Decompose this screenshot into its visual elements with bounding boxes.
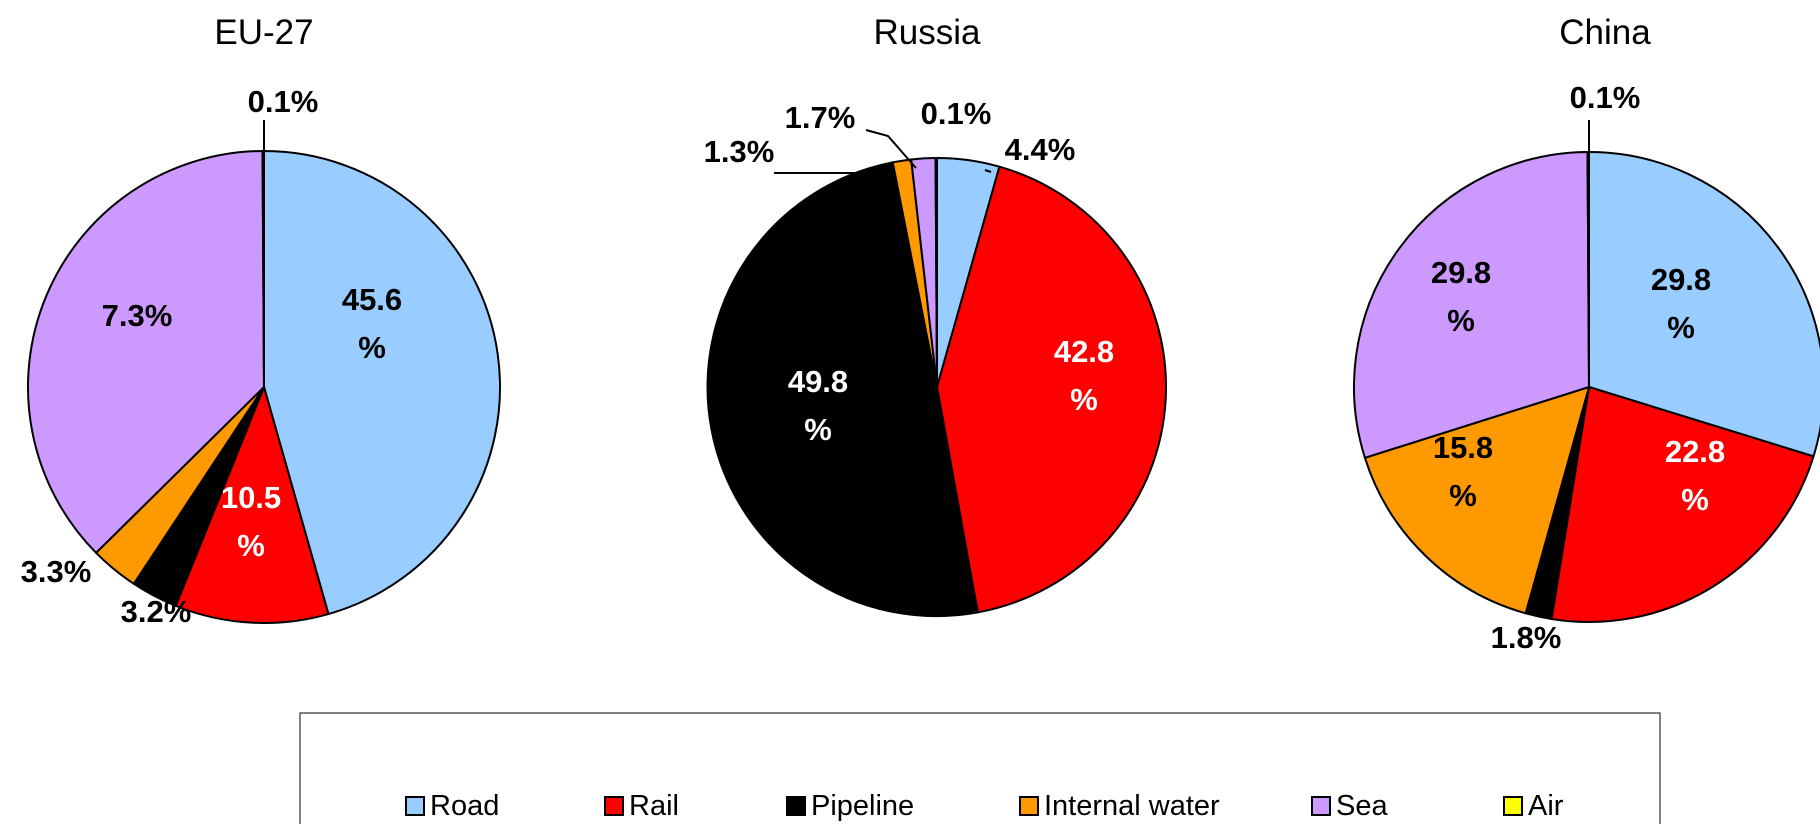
leader-line-russia-0 bbox=[984, 169, 992, 173]
pie-title-china: China bbox=[1559, 13, 1651, 52]
pie-title-russia: Russia bbox=[874, 13, 982, 52]
data-label-eu-27-road: 45.6% bbox=[342, 282, 402, 365]
slice-china-rail bbox=[1550, 386, 1815, 624]
data-label-china-internal-water: 15.8% bbox=[1433, 430, 1493, 513]
data-label-china-air: 0.1% bbox=[1570, 80, 1641, 115]
legend: Road Rail Pipeline Internal water Sea Air bbox=[299, 712, 1661, 824]
slice-china-air bbox=[1586, 150, 1590, 388]
legend-swatch-pipeline bbox=[786, 796, 806, 816]
data-label-russia-air: 0.1% bbox=[921, 96, 992, 131]
legend-label-sea: Sea bbox=[1336, 790, 1388, 822]
data-label-eu-27-sea: 7.3% bbox=[102, 298, 173, 333]
data-label-russia-sea: 1.7% bbox=[785, 100, 856, 135]
pie-title-eu-27: EU-27 bbox=[214, 13, 313, 52]
data-label-eu-27-rail: 10.5% bbox=[221, 480, 281, 563]
data-label-russia-pipeline: 49.8% bbox=[788, 364, 848, 447]
slice-russia-rail bbox=[936, 165, 1167, 614]
data-label-eu-27-pipeline: 3.2% bbox=[121, 594, 192, 629]
legend-label-air: Air bbox=[1528, 790, 1564, 822]
legend-label-road: Road bbox=[430, 790, 499, 822]
slice-russia-air bbox=[934, 156, 938, 388]
leader-line-russia-4 bbox=[865, 129, 917, 169]
data-label-russia-rail: 42.8% bbox=[1054, 334, 1114, 417]
legend-label-pipeline: Pipeline bbox=[811, 790, 914, 822]
slice-eu-27-sea bbox=[27, 150, 265, 554]
slice-china-internal-water bbox=[1363, 386, 1590, 615]
slice-eu-27-road bbox=[263, 150, 502, 616]
data-label-china-road: 29.8% bbox=[1651, 262, 1711, 345]
data-label-russia-road: 4.4% bbox=[1005, 132, 1076, 167]
data-label-eu-27-air: 0.1% bbox=[248, 84, 319, 119]
legend-swatch-rail bbox=[604, 796, 624, 816]
pie-eu-27: EU-27 45.6 % 10.5 % 3.2% 3.3% 7.3% 0.1% bbox=[21, 13, 502, 629]
data-label-china-pipeline: 1.8% bbox=[1491, 620, 1562, 655]
pie-china: China 29.8 % 22.8 % 1.8% 15.8 % 29.8 % 0.1% bbox=[1353, 13, 1820, 655]
legend-swatch-road bbox=[405, 796, 425, 816]
legend-swatch-sea bbox=[1311, 796, 1331, 816]
legend-box bbox=[299, 712, 1661, 824]
pie-russia: Russia 4.4% 42.8 % 49.8 % 1.3% 1.7% 0.1% bbox=[704, 13, 1167, 618]
legend-label-internal-water: Internal water bbox=[1044, 790, 1220, 822]
data-label-russia-internal-water: 1.3% bbox=[704, 134, 775, 169]
legend-swatch-air bbox=[1503, 796, 1523, 816]
slice-russia-pipeline bbox=[706, 161, 979, 618]
legend-swatch-internal-water bbox=[1019, 796, 1039, 816]
slice-eu-27-rail bbox=[174, 386, 330, 624]
data-label-china-rail: 22.8% bbox=[1665, 434, 1725, 517]
slice-china-sea bbox=[1353, 151, 1590, 459]
data-label-china-sea: 29.8% bbox=[1431, 255, 1491, 338]
legend-label-rail: Rail bbox=[629, 790, 679, 822]
data-label-eu-27-internal-water: 3.3% bbox=[21, 554, 92, 589]
slice-china-road bbox=[1588, 151, 1820, 458]
